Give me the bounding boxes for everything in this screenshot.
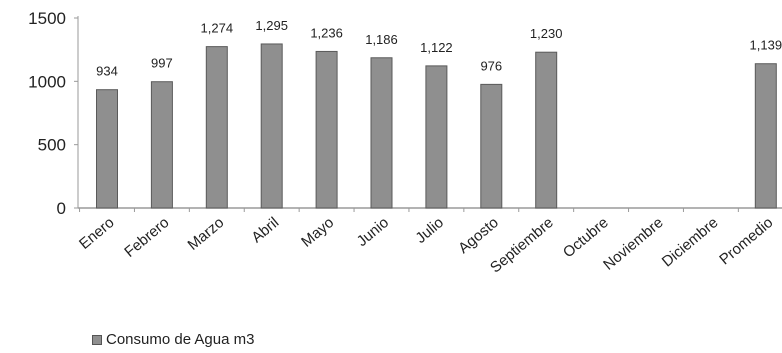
bar xyxy=(205,46,228,209)
bar-data-label: 1,186 xyxy=(365,32,398,47)
x-tick-label: Agosto xyxy=(455,214,502,257)
x-tick-label: Febrero xyxy=(121,214,172,261)
bar xyxy=(535,51,558,209)
bar-data-label: 1,274 xyxy=(201,21,234,36)
chart-bars xyxy=(96,43,777,209)
chart-data-labels: 934 997 1,274 1,295 1,236 1,186 1,122 976 1,230 1… xyxy=(96,18,782,79)
y-tick-label: 500 xyxy=(38,136,66,155)
x-tick-label: Noviembre xyxy=(600,214,666,274)
chart-legend: Consumo de Agua m3 xyxy=(92,331,254,348)
x-tick-label: Junio xyxy=(354,214,392,250)
bar-data-label: 1,295 xyxy=(255,18,288,33)
bar xyxy=(370,57,393,209)
bar xyxy=(260,43,283,209)
bar xyxy=(150,81,173,209)
y-tick-label: 0 xyxy=(57,199,66,218)
bar-data-label: 934 xyxy=(96,64,118,79)
x-tick-label: Marzo xyxy=(185,214,228,254)
x-tick-label: Julio xyxy=(412,214,447,247)
bar xyxy=(754,63,777,209)
bar xyxy=(96,89,118,209)
bar xyxy=(315,50,338,209)
bar-data-label: 976 xyxy=(480,58,502,73)
x-tick-label: Abril xyxy=(248,214,282,246)
x-tick-label: Promedio xyxy=(716,214,776,268)
y-tick-label: 1500 xyxy=(28,9,66,28)
bar xyxy=(425,65,448,209)
x-tick-label: Diciembre xyxy=(659,214,722,270)
chart-x-tick-labels: Enero Febrero Marzo Abril Mayo Junio Julio Agos… xyxy=(76,214,776,276)
y-tick-label: 1000 xyxy=(28,72,66,91)
bar xyxy=(480,83,503,209)
bar-data-label: 1,139 xyxy=(750,38,782,53)
x-tick-label: Mayo xyxy=(298,214,337,251)
x-tick-label: Octubre xyxy=(560,214,612,261)
bar-data-label: 1,236 xyxy=(310,25,343,40)
bar-data-label: 1,230 xyxy=(530,26,563,41)
x-tick-label: Enero xyxy=(76,214,118,253)
legend-label: Consumo de Agua m3 xyxy=(106,331,255,348)
bar-data-label: 997 xyxy=(151,56,173,71)
legend-swatch xyxy=(92,334,102,345)
chart-y-tick-labels: 0 500 1000 1500 xyxy=(28,9,66,218)
bar-data-label: 1,122 xyxy=(420,40,453,55)
